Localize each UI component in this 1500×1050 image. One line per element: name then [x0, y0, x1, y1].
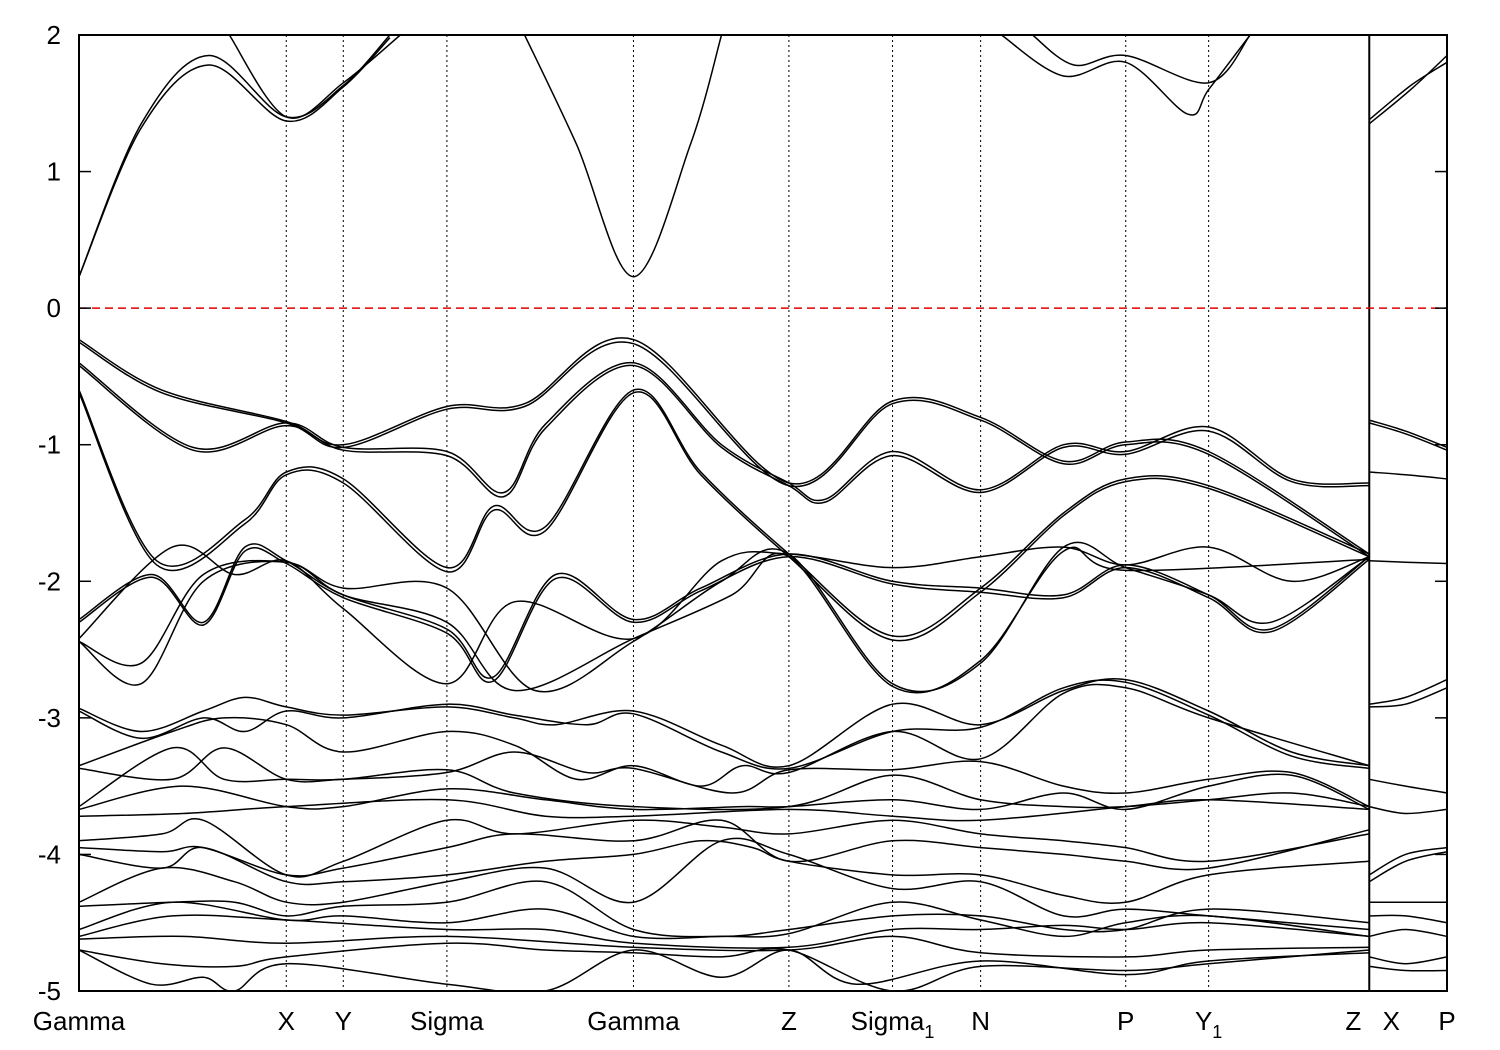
x-label-sigma-3: Sigma — [410, 1006, 484, 1036]
band-line-19 — [79, 546, 1370, 683]
band-line-29 — [79, 798, 1370, 822]
band-line-9 — [79, 341, 1370, 558]
x-label-x-1: X — [278, 1006, 295, 1036]
x-label-p-8: P — [1117, 1006, 1134, 1036]
x-label-subscript: 1 — [1212, 1022, 1222, 1042]
band-line-10 — [79, 362, 1370, 502]
y-tick-label: -3 — [38, 703, 61, 733]
band-line-48 — [1369, 928, 1447, 938]
x-label-z-5: Z — [781, 1006, 797, 1036]
band-line-16 — [1369, 471, 1447, 480]
x-label-subscript: 1 — [924, 1022, 934, 1042]
y-tick-label: -2 — [38, 566, 61, 596]
band-line-15 — [1369, 422, 1447, 451]
band-line-41 — [79, 935, 1370, 958]
x-label-y-2: Y — [335, 1006, 352, 1036]
band-line-47 — [1369, 914, 1447, 924]
band-line-38 — [79, 880, 1370, 938]
band-line-22 — [79, 546, 1370, 694]
band-line-32 — [1369, 778, 1447, 794]
band-line-4 — [1000, 35, 1251, 116]
band-line-49 — [1369, 956, 1447, 965]
plot-frame — [78, 34, 1448, 992]
band-line-6 — [1368, 54, 1447, 125]
x-label-y-9: Y1 — [1195, 1006, 1222, 1042]
band-line-43 — [79, 949, 1370, 991]
x-label-n-7: N — [971, 1006, 990, 1036]
x-axis-labels: Gamma X Y Sigma Gamma Z Sigma1 N P Y1 Z X P — [33, 1006, 1456, 1042]
x-label-gamma-0: Gamma — [33, 1006, 126, 1036]
band-line-31 — [1369, 687, 1447, 708]
y-tick-label: 1 — [47, 157, 61, 187]
band-line-30 — [1369, 678, 1447, 705]
y-tick-label: -1 — [38, 430, 61, 460]
band-line-34 — [79, 818, 1370, 878]
frame-layer — [78, 34, 1448, 992]
band-line-3 — [523, 35, 723, 278]
band-line-20 — [79, 544, 1370, 685]
series-layer — [79, 35, 1447, 991]
band-line-33 — [1369, 805, 1447, 815]
band-line-24 — [79, 679, 1370, 770]
band-line-2 — [228, 35, 401, 120]
y-tick-label: 2 — [47, 20, 61, 50]
y-tick-label: -5 — [38, 976, 61, 1006]
x-label-sigma-6: Sigma1 — [851, 1006, 935, 1042]
band-line-13 — [79, 391, 1370, 642]
grid-layer — [285, 35, 1371, 991]
band-line-23 — [79, 677, 1370, 768]
band-line-0 — [79, 35, 391, 277]
band-line-37 — [79, 837, 1370, 931]
y-axis-ticks: -5 -4 -3 -2 -1 0 1 2 — [38, 20, 1447, 1006]
y-tick-label: -4 — [38, 839, 61, 869]
band-line-17 — [1369, 560, 1447, 565]
band-line-18 — [79, 543, 1370, 679]
x-label-p-12: P — [1438, 1006, 1455, 1036]
band-line-11 — [79, 364, 1370, 504]
band-line-1 — [79, 37, 391, 277]
x-label-z-10: Z — [1345, 1006, 1361, 1036]
band-line-7 — [1368, 61, 1447, 121]
band-line-12 — [79, 388, 1370, 638]
x-label-gamma-4: Gamma — [587, 1006, 680, 1036]
band-line-36 — [79, 839, 1370, 904]
band-line-5 — [1032, 35, 1251, 84]
x-label-x-11: X — [1383, 1006, 1400, 1036]
y-tick-label: 0 — [47, 293, 61, 323]
band-line-14 — [1369, 419, 1447, 449]
band-line-39 — [79, 901, 1370, 940]
band-line-42 — [79, 942, 1370, 991]
band-line-44 — [1368, 846, 1447, 876]
band-line-45 — [1368, 850, 1447, 883]
band-line-26 — [79, 747, 1370, 808]
band-line-35 — [79, 819, 1370, 877]
band-line-50 — [1369, 965, 1447, 972]
band-line-27 — [79, 746, 1370, 811]
band-line-21 — [79, 541, 1370, 693]
band-line-28 — [79, 773, 1370, 811]
